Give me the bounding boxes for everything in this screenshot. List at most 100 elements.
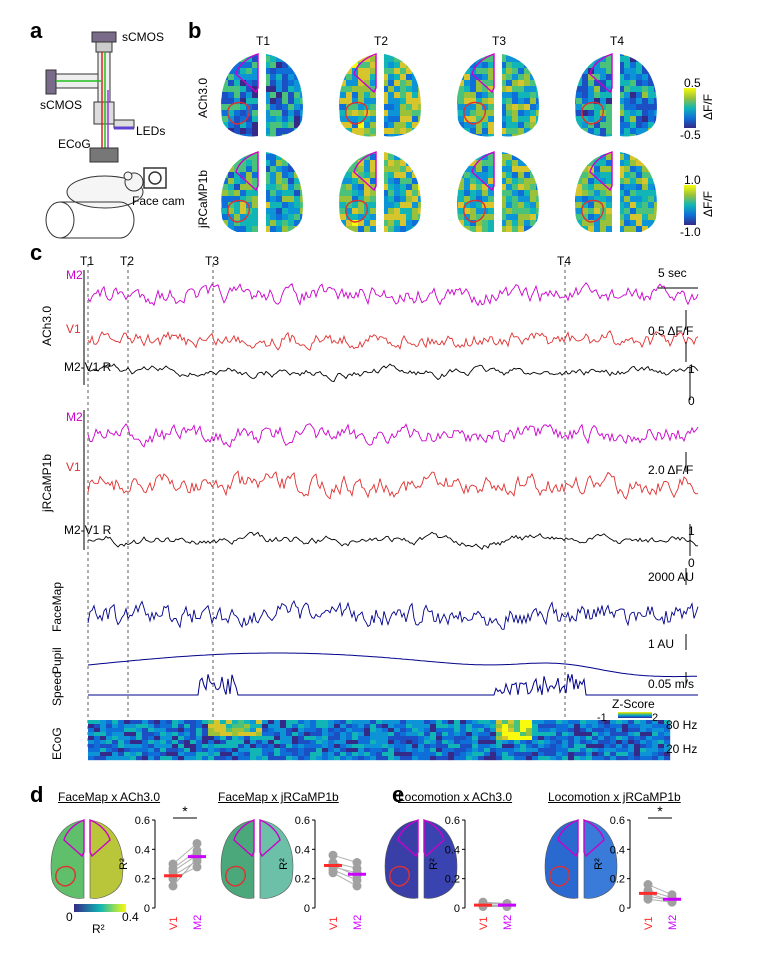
brain-d1 <box>50 818 124 899</box>
r2-plot-2: 0.6 0.4 0.2 0 R² V1 M2 <box>278 815 366 930</box>
roi-m2 <box>235 151 259 192</box>
camera-top-icon <box>91 31 117 43</box>
y-axis-label: R² <box>428 858 440 870</box>
ecog-heatmap <box>88 720 671 761</box>
map-1-0 <box>221 151 303 232</box>
trace-rcamp-v1 <box>87 470 699 500</box>
roi-m2 <box>471 151 495 192</box>
y-tick-label: 0.2 <box>445 874 460 886</box>
y-tick-label: 0 <box>454 903 460 915</box>
colorbar-b-bottom <box>684 185 696 225</box>
roi-v1 <box>225 865 246 887</box>
group-label-ach: ACh3.0 <box>40 305 54 346</box>
time-label-t4: T4 <box>610 34 625 48</box>
roi-m2 <box>233 818 255 858</box>
marker-t3: T3 <box>205 254 220 268</box>
trace-label-ach-r: M2-V1 R <box>64 360 112 374</box>
y-axis-label: R² <box>593 858 605 870</box>
label-ecog-setup: ECoG <box>58 137 91 151</box>
roi-v1 <box>581 199 604 223</box>
cb-d-label: R² <box>92 922 105 936</box>
marker-t2: T2 <box>120 254 135 268</box>
x-label-v1: V1 <box>328 917 340 930</box>
scale-ach-r-bot: 0 <box>688 394 695 408</box>
scale-rcamp-r-bot: 0 <box>688 556 695 570</box>
roi-m2 <box>353 53 377 94</box>
trace-ach-r <box>87 363 699 382</box>
trace-ach-m2 <box>87 282 699 307</box>
pair-line <box>172 843 198 865</box>
data-point-v1 <box>328 850 338 860</box>
y-tick-label: 0.6 <box>610 815 625 827</box>
cb-b1-min: -0.5 <box>680 128 701 142</box>
y-tick-label: 0.4 <box>295 844 310 856</box>
y-tick-label: 0.4 <box>135 844 150 856</box>
label-scmos-top: sCMOS <box>122 30 164 44</box>
label-ecog: ECoG <box>50 727 64 760</box>
scale-rcamp: 2.0 ΔF/F <box>648 463 694 477</box>
data-point-v1 <box>168 881 178 891</box>
sig-star: * <box>182 803 188 819</box>
row-label-0: ACh3.0 <box>196 77 210 118</box>
label-speed: Speed <box>50 671 64 706</box>
label-scmos-side: sCMOS <box>40 98 82 112</box>
x-label-m2: M2 <box>667 915 679 930</box>
brain-e2 <box>544 818 618 899</box>
data-point-v1 <box>168 866 178 876</box>
label-face-cam: Face cam <box>132 194 185 208</box>
zscore-min: -1 <box>597 712 607 724</box>
brain-d2 <box>220 818 294 899</box>
trace-ach-v1 <box>87 330 699 351</box>
y-tick-label: 0.4 <box>445 844 460 856</box>
roi-m2 <box>353 151 377 192</box>
r2-plot-1: 0.6 0.4 0.2 0 R² V1 M2 * <box>118 803 206 930</box>
label-pupil: Pupil <box>50 647 64 674</box>
label-facemap: FaceMap <box>50 581 64 632</box>
roi-m2 <box>235 53 259 94</box>
pair-line <box>172 857 198 887</box>
wheel-icon <box>45 201 75 239</box>
cb-d-max: 0.4 <box>122 910 139 924</box>
roi-v1 <box>463 101 486 125</box>
y-axis-label: R² <box>118 858 130 870</box>
y-tick-label: 0.2 <box>610 874 625 886</box>
panel-label-c: c <box>30 240 43 265</box>
y-tick-label: 0 <box>619 903 625 915</box>
x-label-v1: V1 <box>168 917 180 930</box>
x-label-m2: M2 <box>352 915 364 930</box>
time-label-t2: T2 <box>374 34 389 48</box>
data-point-m2 <box>192 862 202 872</box>
cb-b2-min: -1.0 <box>680 225 701 239</box>
roi-m2 <box>397 818 419 858</box>
title-e1: Locomotion x ACh3.0 <box>398 790 513 804</box>
y-tick-label: 0.6 <box>445 815 460 827</box>
data-point-m2 <box>192 838 202 848</box>
cortex-maps <box>221 53 657 232</box>
scale-ach-r-top: 1 <box>688 362 695 376</box>
zscore-colorbar <box>618 712 652 718</box>
trace-label-ach-m2: M2 <box>66 268 83 282</box>
map-0-3 <box>575 53 657 137</box>
map-0-2 <box>457 53 539 137</box>
r2-plot-4: 0.6 0.4 0.2 0 R² V1 M2 * <box>593 803 681 930</box>
roi-v1 <box>463 199 486 223</box>
data-point-m2 <box>352 881 362 891</box>
map-1-1 <box>339 151 421 232</box>
x-label-v1: V1 <box>478 917 490 930</box>
trace-speed <box>88 673 698 696</box>
cb-b1-max: 0.5 <box>684 76 701 90</box>
y-tick-label: 0 <box>304 903 310 915</box>
data-point-v1 <box>643 894 653 904</box>
x-label-v1: V1 <box>643 917 655 930</box>
zscore-title: Z-Score <box>612 697 655 711</box>
y-tick-label: 0.6 <box>295 815 310 827</box>
ecog-freq-high: 80 Hz <box>666 718 698 732</box>
roi-v1 <box>55 865 76 887</box>
trace-label-rcamp-m2: M2 <box>66 410 83 424</box>
roi-m2 <box>63 818 85 858</box>
roi-v1 <box>345 199 368 223</box>
cb-b2-max: 1.0 <box>684 173 701 187</box>
trace-label-ach-v1: V1 <box>66 322 81 336</box>
roi-v1 <box>389 865 410 887</box>
x-label-m2: M2 <box>192 915 204 930</box>
